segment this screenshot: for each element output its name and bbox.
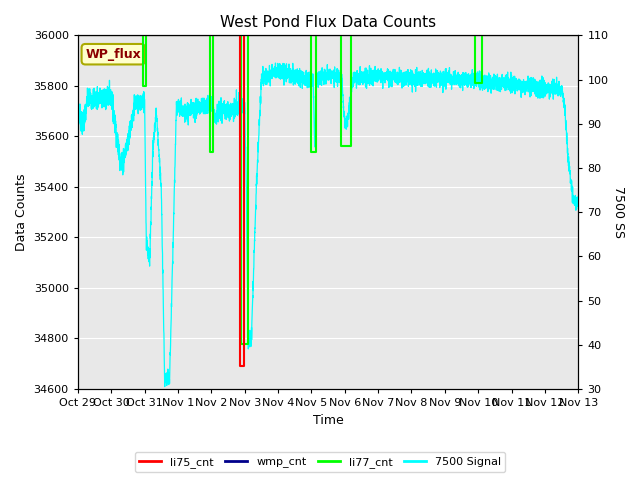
Y-axis label: Data Counts: Data Counts xyxy=(15,173,28,251)
X-axis label: Time: Time xyxy=(313,414,344,427)
Title: West Pond Flux Data Counts: West Pond Flux Data Counts xyxy=(220,15,436,30)
Y-axis label: 7500 SS: 7500 SS xyxy=(612,186,625,238)
Text: WP_flux: WP_flux xyxy=(85,48,141,60)
Legend: li75_cnt, wmp_cnt, li77_cnt, 7500 Signal: li75_cnt, wmp_cnt, li77_cnt, 7500 Signal xyxy=(135,452,505,472)
